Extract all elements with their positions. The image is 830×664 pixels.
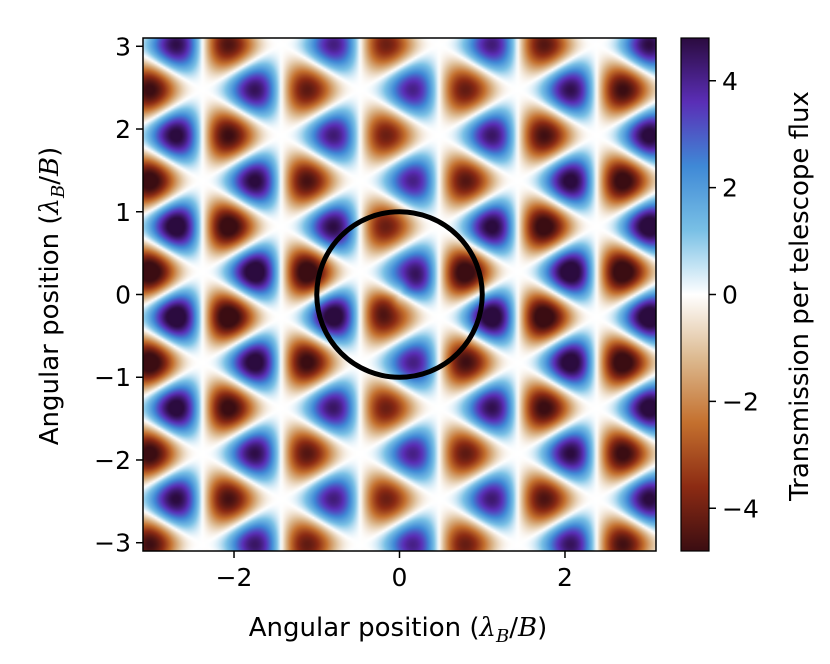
y-tick-label: 2 — [115, 115, 131, 144]
y-tick-label: 1 — [115, 198, 131, 227]
colorbar-tick-label: 0 — [722, 281, 738, 310]
y-tick-label: 3 — [115, 32, 131, 61]
overlay-circle — [314, 209, 485, 380]
colorbar-tick-label: −2 — [722, 387, 759, 416]
y-axis-label: Angular position (λB/B) — [35, 147, 69, 446]
colorbar-tick-label: −4 — [722, 494, 759, 523]
y-tick-label: −3 — [94, 529, 131, 558]
x-tick-label: 0 — [392, 563, 408, 592]
y-tick-label: −2 — [94, 446, 131, 475]
y-tick-label: −1 — [94, 363, 131, 392]
colorbar-label: Transmission per telescope flux — [785, 91, 815, 502]
colorbar-tick-label: 2 — [722, 174, 738, 203]
y-axis-ticks: 3 2 1 0 −1 −2 −3 — [94, 32, 143, 558]
heatmap-image — [143, 38, 656, 551]
colorbar-ticks: 4 2 0 −2 −4 — [709, 67, 759, 523]
y-tick-label: 0 — [115, 281, 131, 310]
x-tick-label: −2 — [216, 563, 253, 592]
heatmap-area — [143, 38, 656, 551]
x-axis-ticks: −2 0 2 — [216, 551, 573, 592]
x-axis-label: Angular position (λB/B) — [249, 613, 548, 647]
colorbar-tick-label: 4 — [722, 67, 738, 96]
colorbar — [680, 37, 710, 552]
x-tick-label: 2 — [557, 563, 573, 592]
